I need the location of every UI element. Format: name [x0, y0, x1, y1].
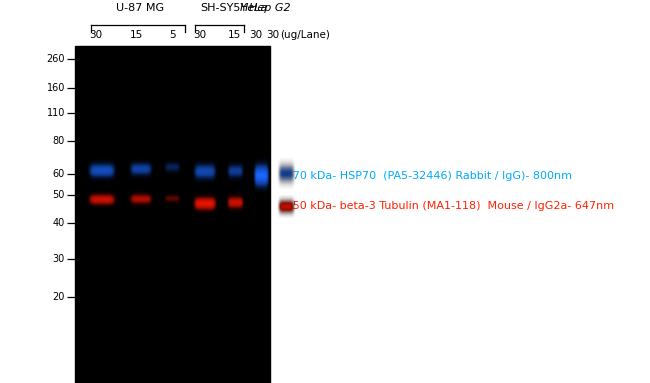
Text: ~ 70 kDa- HSP70  (PA5-32446) Rabbit / IgG)- 800nm: ~ 70 kDa- HSP70 (PA5-32446) Rabbit / IgG… [280, 171, 571, 181]
Text: 160: 160 [47, 83, 65, 93]
Text: 30: 30 [266, 30, 280, 40]
Text: HeLa: HeLa [239, 3, 268, 13]
Text: 30: 30 [193, 30, 206, 40]
Text: ~ 50 kDa- beta-3 Tubulin (MA1-118)  Mouse / IgG2a- 647nm: ~ 50 kDa- beta-3 Tubulin (MA1-118) Mouse… [280, 201, 614, 211]
Text: 15: 15 [130, 30, 143, 40]
Text: U-87 MG: U-87 MG [116, 3, 164, 13]
Text: 80: 80 [53, 136, 65, 146]
Text: 60: 60 [53, 169, 65, 179]
Text: (ug/Lane): (ug/Lane) [281, 30, 330, 40]
Text: 30: 30 [53, 254, 65, 264]
Text: Hep G2: Hep G2 [249, 3, 291, 13]
Text: 30: 30 [90, 30, 103, 40]
Bar [75, 46, 270, 383]
Text: SH-SY5Y: SH-SY5Y [201, 3, 248, 13]
Text: 40: 40 [53, 218, 65, 228]
Text: 5: 5 [169, 30, 176, 40]
Text: 30: 30 [249, 30, 262, 40]
Text: 260: 260 [47, 54, 65, 64]
Text: 15: 15 [227, 30, 240, 40]
Text: 50: 50 [53, 190, 65, 200]
Text: 20: 20 [53, 292, 65, 302]
Text: 110: 110 [47, 108, 65, 118]
